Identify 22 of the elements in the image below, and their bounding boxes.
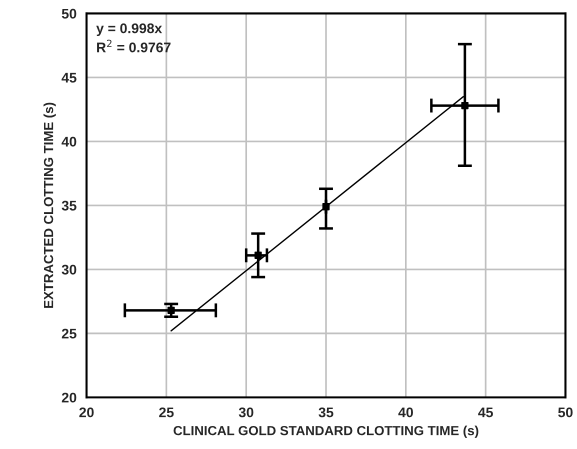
x-tick-label: 50 bbox=[558, 407, 573, 418]
y-tick-label: 35 bbox=[62, 200, 76, 211]
point bbox=[461, 102, 469, 110]
x-tick-label: 25 bbox=[159, 407, 174, 418]
point bbox=[168, 306, 175, 314]
x-tick-label: 35 bbox=[318, 407, 334, 418]
point bbox=[322, 203, 330, 210]
x-tick-label: 30 bbox=[238, 407, 254, 418]
y-tick-label: 25 bbox=[62, 328, 76, 339]
x-axis-title: CLINICAL GOLD STANDARD CLOTTING TIME (s) bbox=[174, 426, 478, 438]
y-tick-label: 45 bbox=[62, 72, 76, 83]
x-tick-label: 45 bbox=[478, 408, 493, 418]
point bbox=[254, 252, 262, 259]
y-axis-title: EXTRACTED CLOTTING TIME (s) bbox=[44, 102, 56, 308]
y-tick-label: 30 bbox=[62, 264, 76, 275]
x-tick-label: 40 bbox=[398, 407, 413, 418]
y-tick-label: 50 bbox=[62, 8, 76, 19]
y-tick-label: 20 bbox=[62, 392, 76, 403]
annotation: R$^{2}$ = 0.9767 bbox=[97, 40, 171, 52]
y-tick-label: 40 bbox=[62, 136, 76, 147]
x-tick-label: 20 bbox=[79, 407, 94, 418]
annotation: y = 0.998x bbox=[96, 23, 162, 36]
